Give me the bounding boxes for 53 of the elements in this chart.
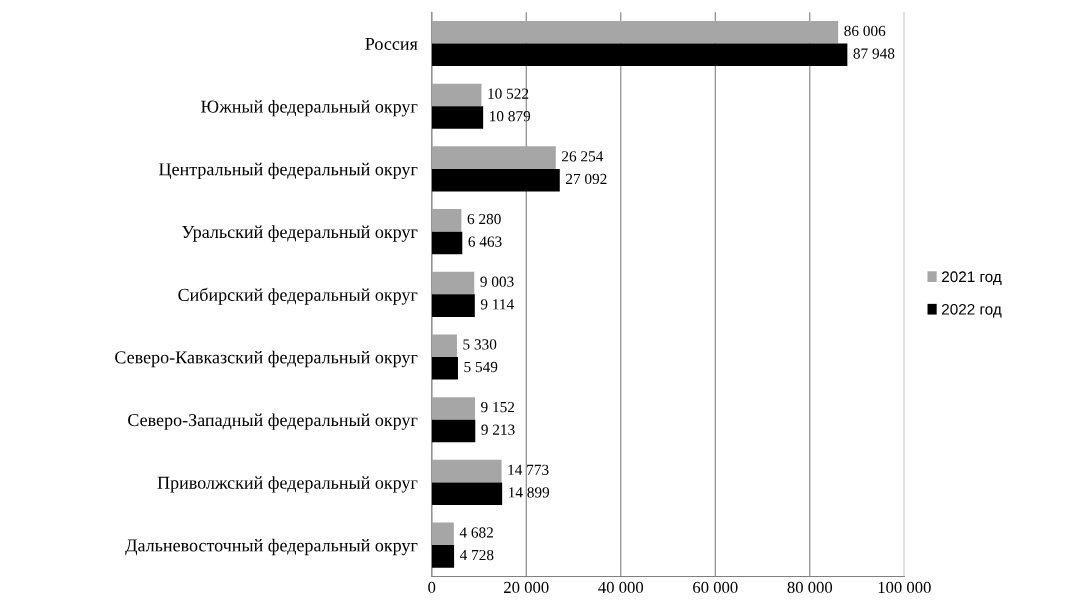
x-tick-label: 80 000 bbox=[787, 581, 833, 594]
legend-label: 2021 год bbox=[942, 271, 1002, 286]
data-label: 9 152 bbox=[481, 401, 515, 413]
y-tick-label: Северо-Кавказский федеральный округ bbox=[115, 350, 418, 368]
data-label: 86 006 bbox=[844, 25, 886, 37]
bar bbox=[431, 146, 556, 169]
bar bbox=[431, 209, 462, 232]
data-label: 27 092 bbox=[566, 173, 607, 185]
data-label: 4 682 bbox=[459, 527, 493, 538]
x-tick-label: 0 bbox=[428, 581, 436, 594]
data-label: 10 522 bbox=[488, 88, 529, 99]
bar bbox=[431, 231, 463, 255]
legend-label: 2022 год bbox=[942, 303, 1002, 318]
bar bbox=[431, 397, 475, 420]
bar bbox=[431, 419, 476, 443]
bar bbox=[431, 43, 848, 67]
data-label: 5 549 bbox=[464, 361, 498, 373]
y-tick-label: Уральский федеральный округ bbox=[182, 225, 418, 242]
x-tick-label: 20 000 bbox=[504, 581, 549, 594]
x-tick-label: 60 000 bbox=[693, 581, 738, 594]
y-tick-label: Дальневосточный федеральный округ bbox=[125, 538, 418, 556]
x-tick-label: 100 000 bbox=[878, 581, 931, 594]
bar bbox=[431, 357, 458, 380]
data-label: 10 879 bbox=[490, 111, 531, 122]
data-label: 9 003 bbox=[480, 276, 514, 287]
x-tick-label: 40 000 bbox=[598, 581, 644, 594]
data-label: 14 773 bbox=[508, 464, 549, 475]
data-label: 14 899 bbox=[509, 487, 550, 498]
bar bbox=[431, 106, 484, 129]
data-label: 5 330 bbox=[463, 339, 497, 350]
bar bbox=[431, 168, 560, 192]
bar bbox=[431, 334, 457, 358]
data-label: 87 948 bbox=[853, 48, 895, 59]
bar bbox=[431, 459, 502, 483]
data-label: 26 254 bbox=[562, 151, 604, 162]
y-tick-label: Южный федеральный округ bbox=[201, 99, 418, 117]
bar bbox=[431, 271, 475, 295]
data-label: 6 463 bbox=[468, 236, 502, 247]
data-label: 6 280 bbox=[467, 213, 501, 225]
y-tick-label: Сибирский федеральный округ bbox=[178, 287, 418, 305]
y-tick-label: Приволжский федеральный округ bbox=[157, 476, 418, 493]
bar bbox=[431, 545, 455, 568]
y-tick-label: Северо-Западный федеральный округ bbox=[128, 413, 418, 430]
bar bbox=[431, 20, 839, 44]
bar bbox=[431, 522, 454, 546]
data-label: 9 213 bbox=[481, 424, 515, 435]
data-label: 4 728 bbox=[459, 549, 494, 561]
bar bbox=[431, 83, 482, 107]
y-tick-label: Россия bbox=[365, 37, 418, 50]
bar bbox=[431, 294, 475, 317]
bar bbox=[431, 482, 503, 505]
y-tick-label: Центральный федеральный округ bbox=[159, 162, 418, 180]
data-label: 9 114 bbox=[480, 299, 514, 310]
